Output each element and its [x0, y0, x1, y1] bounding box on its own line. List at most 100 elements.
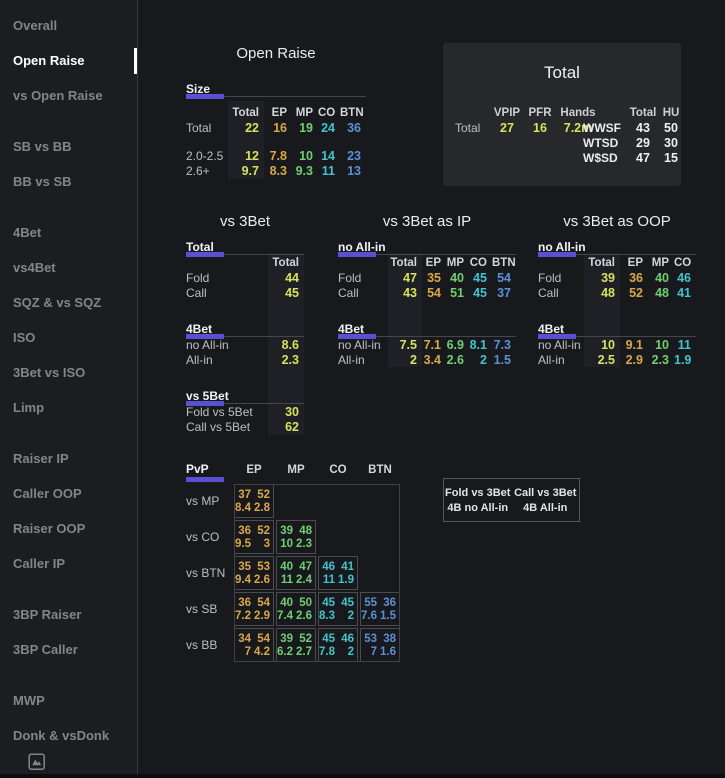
sidebar-item-open-raise[interactable]: Open Raise — [0, 43, 137, 78]
stat-value: 15 — [664, 150, 678, 165]
sidebar-item-sb-vs-bb[interactable]: SB vs BB — [0, 129, 137, 164]
sidebar-item-caller-ip[interactable]: Caller IP — [0, 546, 137, 581]
image-icon[interactable] — [28, 753, 46, 771]
stat-value: 39 — [280, 632, 293, 645]
row-label: Call — [186, 285, 207, 300]
pvp-cell: 35 53 9.4 2.6 — [234, 556, 274, 590]
stat-value: 3.4 — [423, 352, 441, 367]
stat-value: 27 — [500, 120, 514, 135]
stat-value: 7.8 — [269, 148, 287, 163]
pvp-cell: 37 52 8.4 2.8 — [234, 484, 274, 518]
table-row: Fold 44 — [186, 270, 304, 285]
table-header-row: Total EP MP CO BTN — [186, 105, 366, 120]
table-header-row: Total EP MP CO BTN — [338, 255, 516, 270]
sidebar-item-raiser-ip[interactable]: Raiser IP — [0, 441, 137, 476]
total-panel: Total VPIP PFR Hands Total 27 16 7.2m To… — [443, 43, 681, 186]
stat-value: 2.8 — [254, 501, 270, 514]
section-no-all-in: no All-in — [538, 238, 696, 257]
stat-value: 3 — [263, 537, 270, 550]
stat-value: 9.1 — [625, 337, 643, 352]
stat-value: 1.5 — [493, 352, 511, 367]
sidebar-item-label: BB vs SB — [13, 174, 72, 189]
stat-value: 37 — [238, 488, 251, 501]
sidebar-item-3bp-caller[interactable]: 3BP Caller — [0, 632, 137, 667]
stat-value: 2.3 — [651, 352, 669, 367]
stat-value: 40 — [280, 560, 293, 573]
stat-value: 45 — [285, 285, 299, 300]
table-row: no All-in 8.6 — [186, 337, 304, 352]
sidebar-item-bb-vs-sb[interactable]: BB vs SB — [0, 164, 137, 199]
stat-value: 43 — [403, 285, 417, 300]
stat-value: 36 — [383, 596, 396, 609]
table-row: All-in 2.3 — [186, 352, 304, 367]
stat-value: 2.3 — [296, 537, 312, 550]
stat-value: 16 — [533, 120, 547, 135]
stat-value: 45 — [322, 632, 335, 645]
stat-value: 54 — [497, 270, 511, 285]
sidebar-item-label: 4Bet — [13, 225, 42, 240]
stat-value: 8.4 — [235, 501, 251, 514]
sidebar-item-overall[interactable]: Overall — [0, 8, 137, 43]
stat-value: 24 — [321, 120, 335, 135]
sidebar-item-vs4bet[interactable]: vs4Bet — [0, 250, 137, 285]
pvp-cell: 40 50 7.4 2.6 — [276, 592, 316, 626]
stat-value: 36 — [238, 524, 251, 537]
stat-value: 2.3 — [281, 352, 299, 367]
pvp-cell-line: 45 46 — [319, 633, 357, 645]
pvp-cell-line: 37 52 — [235, 489, 273, 501]
legend-box: Fold vs 3Bet Call vs 3Bet 4B no All-in 4B A… — [443, 478, 580, 522]
sidebar-item-3bp-raiser[interactable]: 3BP Raiser — [0, 597, 137, 632]
legend-label: 4B no All-in — [447, 501, 509, 514]
stat-value: 7.8 — [319, 645, 335, 658]
stat-value: 46 — [341, 632, 354, 645]
stat-value: 22 — [245, 120, 259, 135]
stat-value: 55 — [364, 596, 377, 609]
stat-value: 36 — [238, 596, 251, 609]
sidebar-item-raiser-oop[interactable]: Raiser OOP — [0, 511, 137, 546]
pvp-cell: 34 54 7 4.2 — [234, 628, 274, 662]
row-label: no All-in — [186, 337, 229, 352]
column-header: MP — [651, 256, 669, 269]
sidebar-item-limp[interactable]: Limp — [0, 390, 137, 425]
vs-3bet-ip-table: vs 3Bet as IP no All-in Total EP MP CO BTN Fol… — [338, 212, 516, 367]
stat-value: 7.2 — [235, 609, 251, 622]
row-label: All-in — [338, 352, 365, 367]
stat-value: 37 — [497, 285, 511, 300]
stat-value: 40 — [280, 596, 293, 609]
row-label: Fold vs 5Bet — [186, 404, 253, 419]
pvp-cell-empty — [318, 520, 358, 554]
row-label: no All-in — [338, 337, 381, 352]
stat-value: 1.6 — [380, 645, 396, 658]
sidebar-item-caller-oop[interactable]: Caller OOP — [0, 476, 137, 511]
row-label: vs MP — [186, 494, 220, 508]
legend-label: Fold vs 3Bet — [445, 486, 511, 499]
sidebar-item-vs-open-raise[interactable]: vs Open Raise — [0, 78, 137, 113]
sidebar-item-iso[interactable]: ISO — [0, 320, 137, 355]
column-header: Total — [232, 106, 259, 119]
stat-value: 9.5 — [235, 537, 251, 550]
pvp-cell-line: 9.4 2.6 — [235, 574, 273, 586]
stat-value: 1.5 — [380, 609, 396, 622]
row-label: Total — [186, 120, 212, 135]
stat-value: 36 — [347, 120, 361, 135]
sidebar-item-4bet[interactable]: 4Bet — [0, 215, 137, 250]
row-label: no All-in — [538, 337, 581, 352]
stat-value: 13 — [347, 163, 361, 178]
column-header: CO — [329, 464, 347, 476]
stat-value: 47 — [299, 560, 312, 573]
sidebar-item-sqz-vs-sqz[interactable]: SQZ & vs SQZ — [0, 285, 137, 320]
total-column-band — [584, 253, 620, 367]
stat-value: 47 — [636, 150, 650, 165]
pvp-cell-line: 40 50 — [277, 597, 315, 609]
sidebar-item-mwp[interactable]: MWP — [0, 683, 137, 718]
stat-value: 39 — [601, 270, 615, 285]
table-row: 2.6+ 9.7 8.3 9.3 11 13 — [186, 163, 366, 178]
stat-value: 30 — [285, 404, 299, 419]
sidebar-item-3bet-vs-iso[interactable]: 3Bet vs ISO — [0, 355, 137, 390]
section-label: 4Bet — [186, 322, 213, 336]
sidebar-item-donk-vsdonk[interactable]: Donk & vsDonk — [0, 718, 137, 753]
pvp-cell-line: 7.2 2.9 — [235, 610, 273, 622]
pvp-cell: 53 38 7 1.6 — [360, 628, 400, 662]
column-header: EP — [246, 464, 262, 476]
section-gap — [186, 300, 304, 320]
